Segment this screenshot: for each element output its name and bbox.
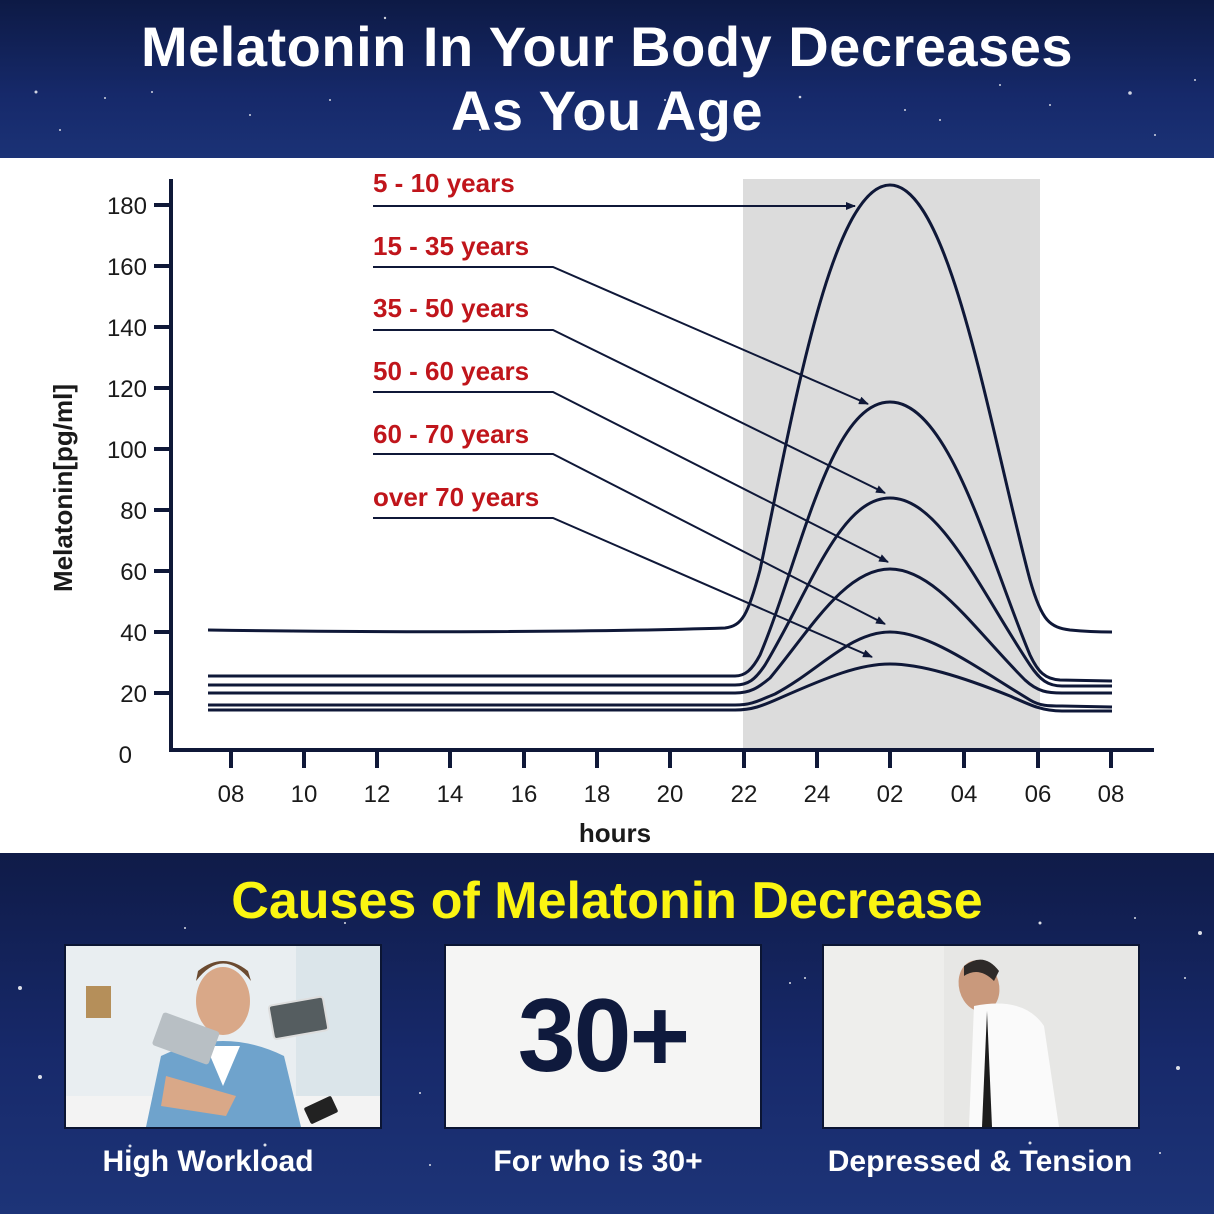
annotation-5-10-years: 5 - 10 years	[373, 168, 515, 198]
series-line-60-70-years	[208, 630, 1113, 709]
series-line-over-70-years	[208, 662, 1112, 713]
svg-text:18: 18	[584, 781, 611, 808]
svg-text:16: 16	[511, 781, 538, 808]
svg-text:160: 160	[107, 254, 147, 281]
arrow-15-35-years	[373, 266, 869, 405]
annotation-50-60-years: 50 - 60 years	[373, 356, 529, 386]
series-line-5-10-years	[207, 183, 1113, 634]
page-title-line-2: As You Age	[450, 79, 763, 142]
svg-text:20: 20	[657, 781, 684, 808]
caption-high-workload: High Workload	[102, 1145, 314, 1178]
svg-text:08: 08	[1098, 781, 1125, 808]
y-axis-ticks	[154, 203, 171, 695]
svg-text:120: 120	[107, 376, 147, 403]
annotation-60-70-years: 60 - 70 years	[373, 419, 529, 449]
age-30-plus-text: 30+	[517, 978, 690, 1094]
causes-heading: Causes of Melatonin Decrease	[231, 872, 983, 930]
annotation-over-70-years: over 70 years	[373, 482, 539, 512]
series-line-35-50-years	[208, 496, 1112, 688]
cause-card-age-30-plus: 30+	[446, 946, 760, 1127]
svg-text:14: 14	[437, 781, 464, 808]
svg-text:80: 80	[120, 498, 147, 525]
cause-card-depressed-tension	[824, 946, 1138, 1127]
svg-text:40: 40	[120, 620, 147, 647]
annotation-35-50-years: 35 - 50 years	[373, 293, 529, 323]
arrow-60-70-years	[373, 453, 886, 625]
stressed-man-photo	[66, 946, 380, 1127]
depressed-man-photo	[824, 946, 1138, 1127]
line-chart-svg: 180 160 140 120 100 80 60 40 20 0 08 10 12 14 …	[48, 168, 1154, 848]
svg-text:24: 24	[804, 781, 831, 808]
svg-text:22: 22	[731, 781, 758, 808]
header-banner: Melatonin In Your Body Decreases As You …	[0, 0, 1214, 158]
caption-age-30-plus: For who is 30+	[493, 1145, 703, 1178]
arrow-35-50-years	[373, 329, 886, 494]
arrow-over-70-years	[373, 517, 873, 658]
svg-text:180: 180	[107, 193, 147, 220]
svg-text:20: 20	[120, 681, 147, 708]
causes-section: Causes of Melatonin Decrease High Worklo…	[0, 853, 1214, 1214]
svg-text:10: 10	[291, 781, 318, 808]
svg-text:12: 12	[364, 781, 391, 808]
svg-text:08: 08	[218, 781, 245, 808]
y-axis-tick-labels: 180 160 140 120 100 80 60 40 20 0	[107, 193, 147, 769]
arrow-50-60-years	[373, 391, 889, 563]
svg-text:60: 60	[120, 559, 147, 586]
x-axis-label: hours	[579, 818, 651, 848]
y-axis-label: Melatonin[pg/ml]	[48, 384, 78, 592]
cause-card-high-workload	[66, 946, 380, 1127]
svg-text:04: 04	[951, 781, 978, 808]
svg-text:02: 02	[877, 781, 904, 808]
x-axis-ticks	[229, 750, 1113, 768]
page-title-line-1: Melatonin In Your Body Decreases	[141, 15, 1073, 78]
series-line-15-35-years	[208, 400, 1113, 683]
series-line-50-60-years	[208, 567, 1112, 695]
svg-text:06: 06	[1025, 781, 1052, 808]
svg-text:140: 140	[107, 315, 147, 342]
melatonin-chart: 180 160 140 120 100 80 60 40 20 0 08 10 12 14 …	[0, 158, 1214, 853]
annotation-15-35-years: 15 - 35 years	[373, 231, 529, 261]
caption-depressed-tension: Depressed & Tension	[827, 1145, 1133, 1178]
x-axis-tick-labels: 08 10 12 14 16 18 20 22 24 02 04 06 08	[218, 781, 1125, 808]
svg-text:0: 0	[119, 742, 132, 769]
night-shaded-region	[743, 179, 1040, 751]
svg-text:100: 100	[107, 437, 147, 464]
